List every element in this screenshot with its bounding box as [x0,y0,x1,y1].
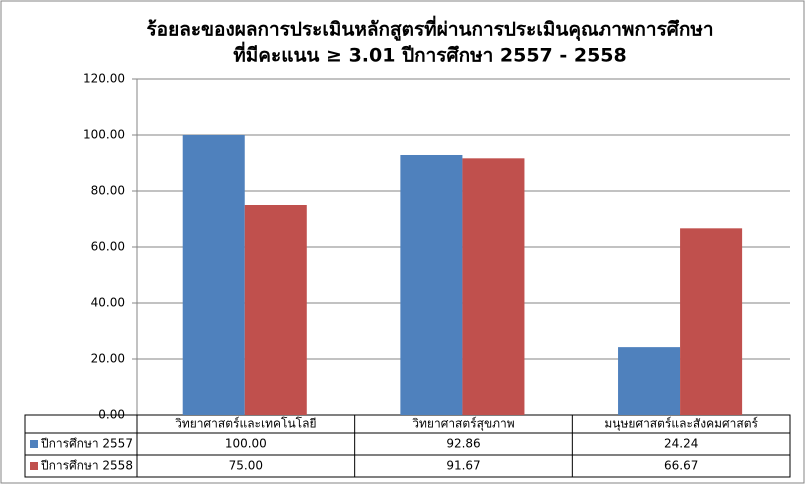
chart-title: ร้อยละของผลการประเมินหลักสูตรที่ผ่านการป… [146,16,713,42]
legend-swatch [30,440,38,448]
y-tick-label: 120.00 [83,72,125,86]
table-value: 100.00 [225,437,267,451]
y-tick-label: 60.00 [91,240,125,254]
bar [462,158,525,415]
table-value: 92.86 [446,437,480,451]
x-tick-label: วิทยาศาสตร์สุขภาพ [412,417,515,432]
y-tick-label: 20.00 [91,352,125,366]
chart-title: ที่มีคะแนน ≥ 3.01 ปีการศึกษา 2557 - 2558 [233,42,627,67]
table-value: 91.67 [446,459,480,473]
bar [400,154,463,415]
table-value: 24.24 [664,437,698,451]
x-tick-label: มนุษยศาสตร์และสังคมศาสตร์ [604,417,758,432]
legend-label: ปีการศึกษา 2557 [40,437,133,451]
legend-label: ปีการศึกษา 2558 [40,459,133,473]
table-value: 75.00 [229,459,263,473]
bar [618,347,681,415]
legend-swatch [30,462,38,470]
bar [244,205,307,415]
x-tick-label: วิทยาศาสตร์และเทคโนโลยี [175,417,317,431]
y-tick-label: 100.00 [83,128,125,142]
bar [182,135,245,415]
table-value: 66.67 [664,459,698,473]
y-tick-label: 40.00 [91,296,125,310]
bar [680,228,743,415]
y-tick-label: 80.00 [91,184,125,198]
